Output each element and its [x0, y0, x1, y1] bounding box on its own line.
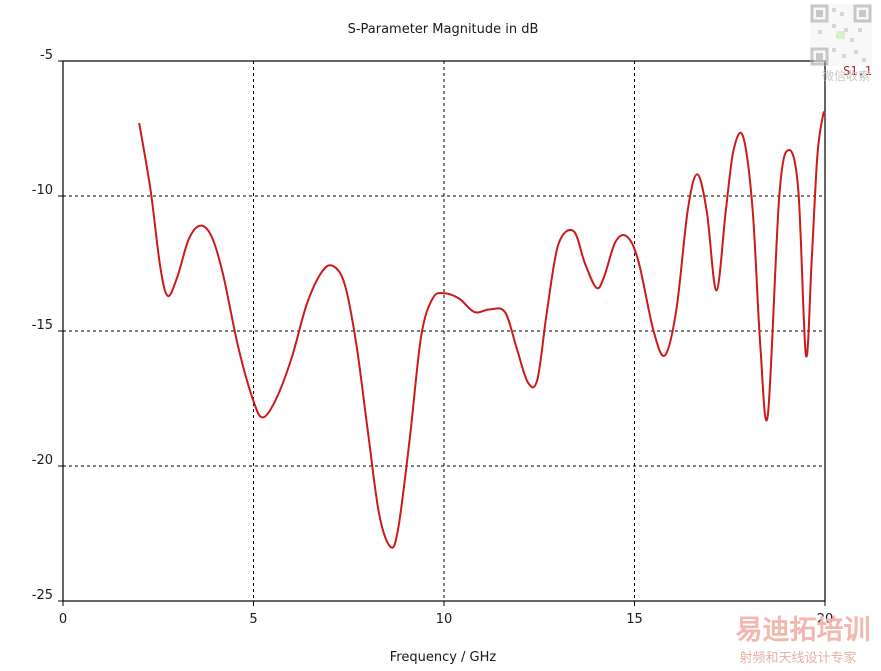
watermark-caption: 微信收索 [822, 69, 870, 83]
legend-entry-s11: S1,1 [843, 64, 872, 78]
series-line-s11 [138, 111, 826, 549]
x-tick-label: 0 [59, 612, 67, 627]
y-tick-label: -15 [32, 318, 53, 333]
watermark-subtitle: 射频和天线设计专家 [739, 650, 856, 666]
y-tick-label: -20 [32, 453, 53, 468]
chart-title: S-Parameter Magnitude in dB [348, 22, 539, 37]
watermark-brand: 易迪拓培训 [736, 615, 871, 646]
grid-lines [63, 61, 825, 601]
x-axis-label: Frequency / GHz [390, 650, 497, 665]
qr-code-watermark [810, 4, 872, 66]
axis-ticks: 0 5 10 15 20 -5 -10 -15 -20 -25 [32, 48, 834, 627]
x-tick-label: 15 [626, 612, 643, 627]
x-tick-label: 5 [249, 612, 257, 627]
x-tick-label: 10 [436, 612, 453, 627]
y-tick-label: -25 [32, 588, 53, 603]
y-tick-label: -5 [40, 48, 53, 63]
x-tick-label: 20 [817, 612, 834, 627]
series-layer [138, 111, 826, 549]
y-tick-label: -10 [32, 183, 53, 198]
